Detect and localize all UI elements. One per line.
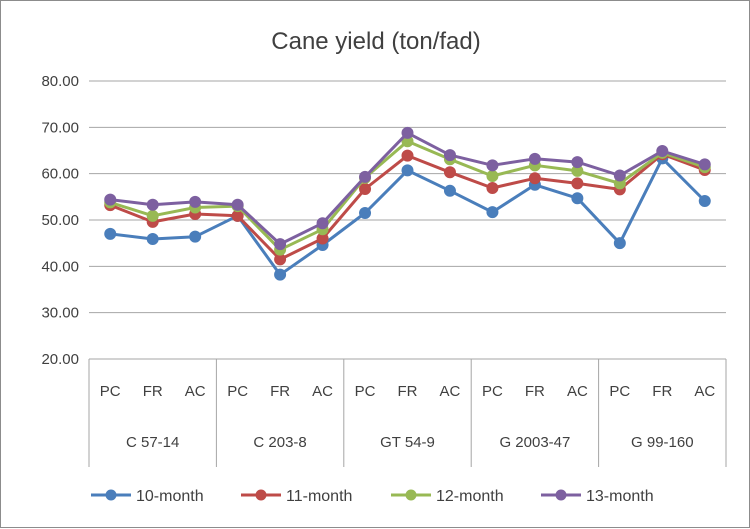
data-point bbox=[486, 206, 499, 219]
data-point bbox=[231, 198, 244, 211]
data-point bbox=[486, 169, 499, 182]
data-point bbox=[104, 193, 117, 206]
y-tick-label: 80.00 bbox=[41, 73, 79, 90]
data-point bbox=[486, 182, 499, 195]
legend-marker bbox=[555, 489, 567, 501]
x-tick-label: AC bbox=[312, 383, 333, 400]
y-tick-label: 20.00 bbox=[41, 351, 79, 368]
data-point bbox=[146, 209, 159, 222]
data-point bbox=[316, 217, 329, 230]
data-point bbox=[571, 156, 584, 169]
data-point bbox=[146, 232, 159, 245]
x-tick-label: PC bbox=[355, 383, 376, 400]
group-label: GT 54-9 bbox=[380, 434, 435, 451]
x-tick-label: AC bbox=[567, 383, 588, 400]
legend-label: 12-month bbox=[436, 488, 504, 505]
data-point bbox=[401, 126, 414, 139]
data-point bbox=[274, 238, 287, 251]
data-point bbox=[443, 149, 456, 162]
group-label: C 203-8 bbox=[253, 434, 306, 451]
axis-layer: 20.00 30.00 40.00 50.00 60.00 70.00 80.00 PC FR A… bbox=[41, 73, 727, 467]
y-tick-label: 60.00 bbox=[41, 166, 79, 183]
y-tick-label: 40.00 bbox=[41, 258, 79, 275]
series-layer bbox=[104, 126, 711, 281]
y-tick-label: 50.00 bbox=[41, 212, 79, 229]
data-point bbox=[571, 192, 584, 205]
grid-layer bbox=[89, 80, 726, 314]
data-point bbox=[401, 164, 414, 177]
data-point bbox=[189, 230, 202, 243]
x-tick-label: FR bbox=[398, 383, 418, 400]
data-point bbox=[486, 159, 499, 172]
legend-label: 13-month bbox=[586, 488, 654, 505]
legend-label: 11-month bbox=[286, 488, 352, 505]
data-point bbox=[359, 207, 372, 220]
y-tick-label: 70.00 bbox=[41, 119, 79, 136]
group-label: G 99-160 bbox=[631, 434, 694, 451]
data-point bbox=[443, 166, 456, 179]
x-tick-label: FR bbox=[143, 383, 163, 400]
legend-label: 10-month bbox=[136, 488, 204, 505]
data-point bbox=[698, 158, 711, 171]
data-point bbox=[104, 227, 117, 240]
data-point bbox=[656, 144, 669, 157]
x-tick-label: FR bbox=[525, 383, 545, 400]
data-point bbox=[146, 198, 159, 211]
data-point bbox=[528, 172, 541, 185]
data-point bbox=[613, 169, 626, 182]
legend-marker bbox=[105, 489, 117, 501]
x-tick-label: PC bbox=[482, 383, 503, 400]
x-tick-label: AC bbox=[185, 383, 206, 400]
y-tick-label: 30.00 bbox=[41, 305, 79, 322]
x-tick-label: FR bbox=[652, 383, 672, 400]
data-point bbox=[528, 152, 541, 165]
data-point bbox=[359, 182, 372, 195]
data-point bbox=[698, 195, 711, 208]
data-point bbox=[401, 149, 414, 162]
chart-title: Cane yield (ton/fad) bbox=[271, 28, 480, 55]
x-tick-label: PC bbox=[227, 383, 248, 400]
data-point bbox=[189, 195, 202, 208]
legend-marker bbox=[405, 489, 417, 501]
x-tick-label: PC bbox=[609, 383, 630, 400]
data-point bbox=[443, 184, 456, 197]
group-label: G 2003-47 bbox=[499, 434, 570, 451]
data-point bbox=[571, 177, 584, 190]
x-tick-label: AC bbox=[694, 383, 715, 400]
data-point bbox=[613, 237, 626, 250]
x-tick-label: FR bbox=[270, 383, 290, 400]
group-label: C 57-14 bbox=[126, 434, 179, 451]
data-point bbox=[274, 268, 287, 281]
data-point bbox=[359, 170, 372, 183]
x-tick-label: PC bbox=[100, 383, 121, 400]
legend: 10-month 11-month 12-month 13-month bbox=[91, 488, 654, 505]
x-tick-label: AC bbox=[440, 383, 461, 400]
legend-marker bbox=[255, 489, 267, 501]
